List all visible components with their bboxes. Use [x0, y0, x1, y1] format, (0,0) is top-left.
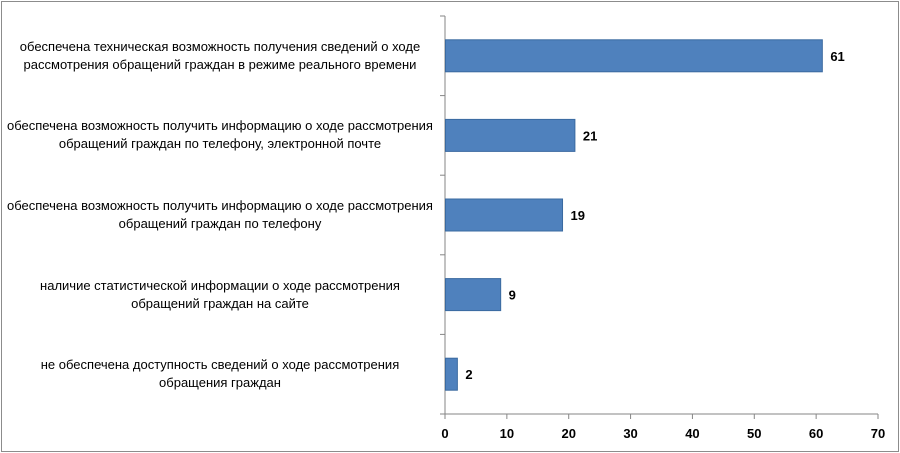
bar — [445, 39, 823, 73]
x-tick-label: 30 — [623, 426, 637, 441]
x-tick-label: 60 — [809, 426, 823, 441]
x-tick-label: 10 — [500, 426, 514, 441]
category-label: обеспечена возможность получить информац… — [7, 198, 433, 231]
category-label: наличие статистической информации о ходе… — [40, 277, 400, 311]
category-label: не обеспечена доступность сведений о ход… — [40, 357, 400, 391]
x-tick-label: 0 — [441, 426, 448, 441]
x-tick-label: 20 — [561, 426, 575, 441]
bar — [445, 198, 564, 232]
value-label: 2 — [465, 367, 472, 382]
bar — [445, 357, 458, 391]
value-label: 9 — [509, 288, 516, 303]
x-tick-label: 40 — [685, 426, 699, 441]
value-label: 61 — [830, 49, 844, 64]
category-label: обеспечена возможность получить информац… — [7, 118, 433, 152]
bar — [445, 278, 502, 312]
x-tick-label: 70 — [871, 426, 885, 441]
value-label: 19 — [571, 208, 585, 223]
x-tick-label: 50 — [747, 426, 761, 441]
value-label: 21 — [583, 128, 597, 143]
category-label: обеспечена техническая возможность получ… — [19, 38, 421, 72]
bar — [445, 118, 576, 152]
